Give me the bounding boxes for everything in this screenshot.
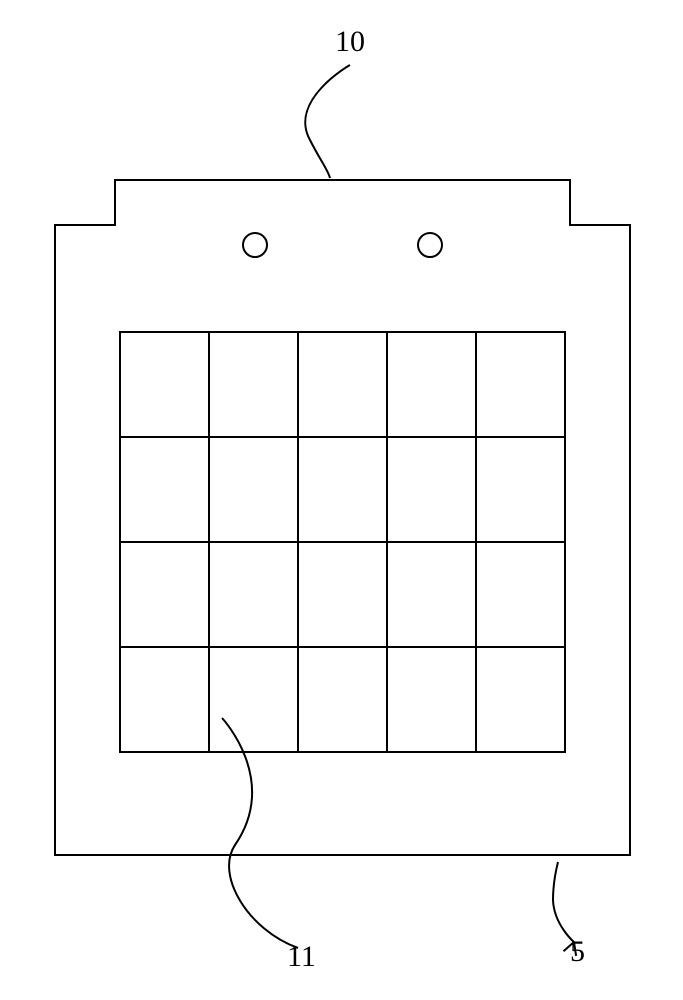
- leader-line-10: [305, 65, 350, 178]
- label-11: 11: [287, 940, 316, 974]
- mounting-hole-0: [243, 233, 267, 257]
- leader-line-5: [553, 862, 574, 942]
- device-body: [55, 180, 630, 855]
- label-10: 10: [335, 25, 365, 59]
- mounting-hole-1: [418, 233, 442, 257]
- diagram-svg: [0, 0, 683, 1000]
- label-5: 5: [570, 935, 585, 969]
